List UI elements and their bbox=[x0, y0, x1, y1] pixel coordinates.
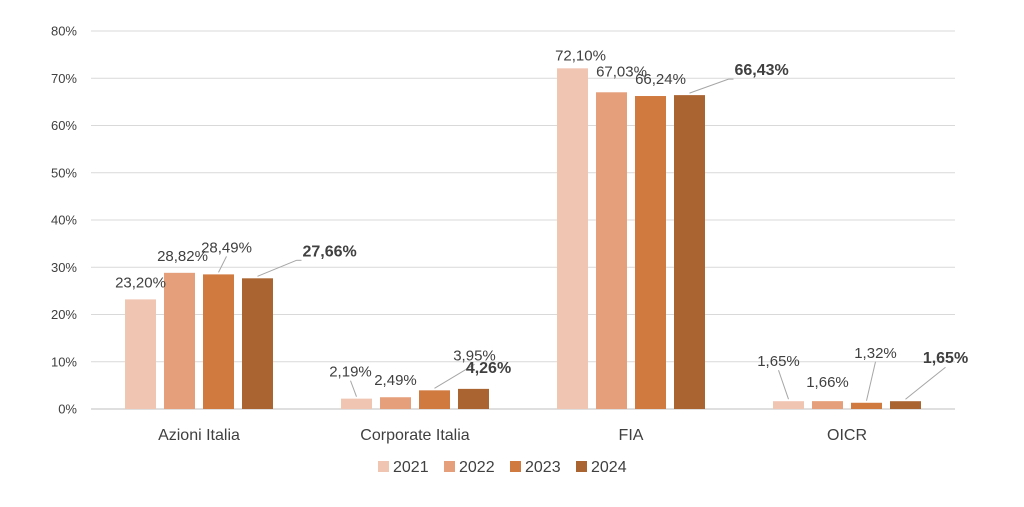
data-label: 27,66% bbox=[303, 243, 357, 260]
y-tick-label: 60% bbox=[51, 118, 77, 133]
bars bbox=[125, 68, 921, 410]
bar-2024-fia bbox=[674, 95, 705, 409]
leader-line bbox=[778, 370, 789, 400]
category-label: Corporate Italia bbox=[360, 427, 469, 444]
bar-2023-corporate-italia bbox=[419, 390, 450, 409]
bar-2021-azioni-italia bbox=[125, 299, 156, 409]
x-axis: Azioni Italia Corporate Italia FIA OICR bbox=[158, 427, 867, 444]
data-label: 66,43% bbox=[735, 62, 789, 79]
leader-line bbox=[866, 361, 876, 401]
y-tick-label: 50% bbox=[51, 165, 77, 180]
y-tick-label: 0% bbox=[58, 402, 77, 417]
data-label: 28,49% bbox=[201, 239, 252, 256]
bar-2022-fia bbox=[596, 92, 627, 409]
legend-label: 2023 bbox=[525, 459, 561, 476]
bar-2024-azioni-italia bbox=[242, 278, 273, 409]
bar-2024-corporate-italia bbox=[458, 388, 489, 409]
bar-2021-fia bbox=[557, 68, 588, 409]
y-axis: 0% 10% 20% 30% 40% 50% 60% 70% 80% bbox=[51, 24, 77, 417]
legend-label: 2021 bbox=[393, 459, 429, 476]
leader-line bbox=[257, 259, 297, 277]
category-label: OICR bbox=[827, 427, 867, 444]
data-label: 67,03% bbox=[596, 63, 647, 80]
gridlines bbox=[91, 30, 955, 410]
data-label: 1,65% bbox=[757, 353, 800, 370]
bar-2021-corporate-italia bbox=[341, 398, 372, 409]
bar-2021-oicr bbox=[773, 401, 804, 409]
legend-label: 2022 bbox=[459, 459, 495, 476]
data-label: 2,19% bbox=[329, 364, 372, 381]
category-label: Azioni Italia bbox=[158, 427, 240, 444]
data-label: 1,65% bbox=[923, 350, 968, 367]
y-tick-label: 10% bbox=[51, 354, 77, 369]
y-tick-label: 70% bbox=[51, 71, 77, 86]
data-label: 72,10% bbox=[555, 47, 606, 64]
legend-swatch bbox=[444, 461, 455, 472]
bar-2022-oicr bbox=[812, 401, 843, 409]
legend-swatch bbox=[510, 461, 521, 472]
data-label: 1,66% bbox=[806, 374, 849, 391]
category-label: FIA bbox=[619, 427, 644, 444]
data-label: 23,20% bbox=[115, 274, 166, 291]
legend-label: 2024 bbox=[591, 459, 627, 476]
data-label: 3,95% bbox=[453, 347, 496, 364]
legend-swatch bbox=[378, 461, 389, 472]
data-label: 2,49% bbox=[374, 372, 417, 389]
data-label: 4,26% bbox=[466, 360, 511, 377]
y-tick-label: 20% bbox=[51, 307, 77, 322]
label-leader-lines bbox=[218, 78, 946, 401]
leader-line bbox=[434, 363, 475, 389]
leader-line bbox=[218, 256, 227, 273]
bar-2023-oicr bbox=[851, 402, 882, 409]
leader-line bbox=[905, 366, 946, 400]
data-label: 1,32% bbox=[854, 345, 897, 362]
legend: 2021 2022 2023 2024 bbox=[378, 459, 627, 476]
y-tick-label: 80% bbox=[51, 24, 77, 39]
leader-line bbox=[689, 78, 729, 94]
data-label: 28,82% bbox=[157, 248, 208, 265]
bar-2022-corporate-italia bbox=[380, 397, 411, 409]
bar-2023-azioni-italia bbox=[203, 274, 234, 409]
data-label: 66,24% bbox=[635, 71, 686, 88]
y-tick-label: 30% bbox=[51, 260, 77, 275]
bar-2022-azioni-italia bbox=[164, 272, 195, 409]
data-labels: 23,20% 28,82%28,49% 27,66% 2,19%2,49% 3,95%4… bbox=[115, 47, 968, 391]
leader-line bbox=[350, 380, 357, 397]
y-tick-label: 40% bbox=[51, 213, 77, 228]
bar-2024-oicr bbox=[890, 401, 921, 409]
legend-swatch bbox=[576, 461, 587, 472]
bar-2023-fia bbox=[635, 96, 666, 410]
